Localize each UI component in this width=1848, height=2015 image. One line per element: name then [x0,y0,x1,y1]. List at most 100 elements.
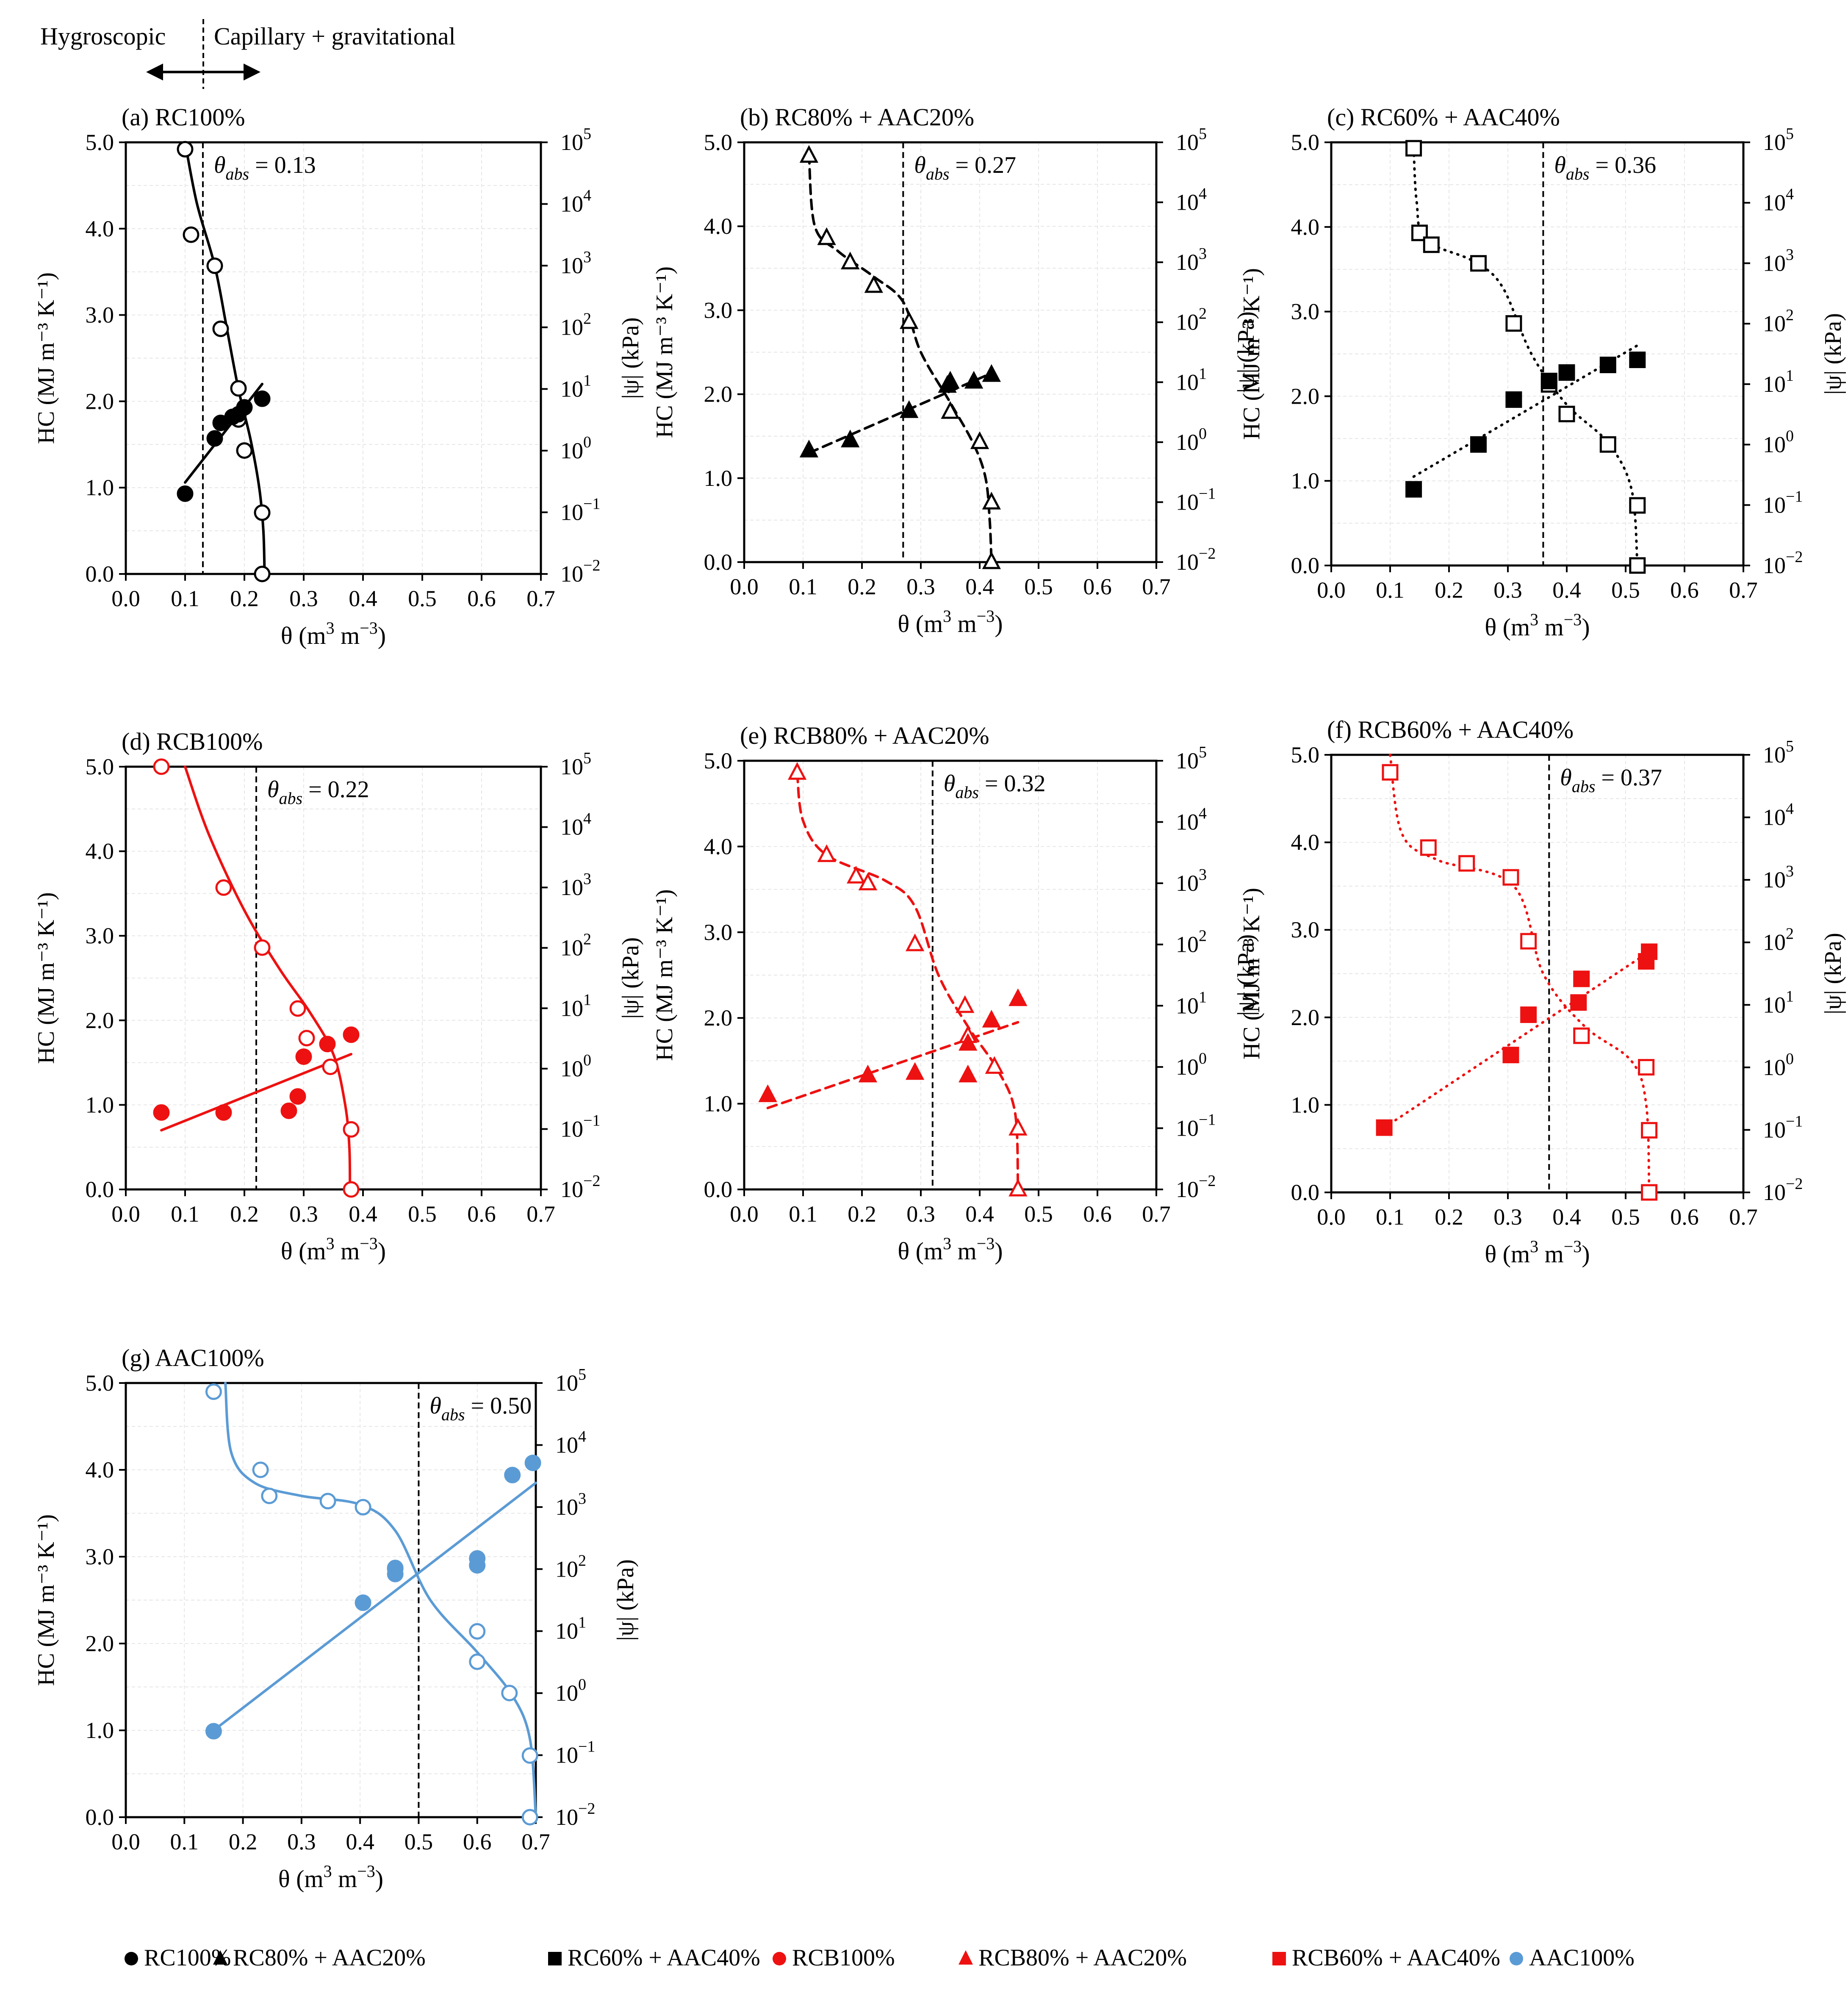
tick-exponent: 2 [1199,927,1207,945]
swrc-point [261,1488,278,1504]
tick-exponent: 3 [583,870,591,888]
swrc-point [177,141,194,158]
plot-frame [125,141,542,575]
x-tick-label: 0.3 [289,1201,318,1227]
x-tick-label: 0.6 [1670,1204,1699,1230]
hygroscopic-label: Hygroscopic [40,22,166,50]
tick-exponent: −1 [1199,485,1216,502]
hc-point [900,400,919,418]
swrc-point [1405,140,1422,157]
y-right-tick-label: 104 [560,810,591,840]
tick-exponent: 5 [1786,125,1794,143]
hc-point [343,1026,360,1043]
tick-exponent: 1 [583,991,591,1009]
y-right-tick-label: 102 [1176,927,1207,957]
theta-abs-sub: abs [226,164,249,183]
y-left-axis-label: HC (MJ m⁻³ K⁻¹) [651,266,678,438]
x-tick-label: 0.2 [848,1201,876,1227]
y-right-tick-label: 104 [560,187,591,217]
hc-point [1540,372,1557,389]
x-axis-label: θ (m3 m−3) [1485,1237,1590,1268]
tick-exponent: 4 [1786,186,1794,203]
y-right-axis-label: |ψ| (kPa) [1820,313,1846,395]
y-right-tick-label: 10−1 [1176,485,1216,515]
y-left-tick-label: 4.0 [704,834,733,859]
y-right-tick-label: 105 [1176,743,1207,773]
y-right-tick-label: 103 [555,1490,586,1520]
y-left-tick-label: 0.0 [1291,1180,1320,1205]
grid [1331,755,1743,1192]
arrow-right-head [244,64,260,80]
hc-point [1405,481,1422,498]
x-tick-label: 0.7 [1729,577,1758,603]
y-right-tick-label: 10−1 [1763,1112,1803,1142]
hc-point [1009,988,1028,1006]
y-right-tick-label: 100 [1176,1050,1207,1080]
x-axis-label-part: m [335,622,360,649]
plot-frame [743,759,1158,1191]
y-left-tick-label: 1.0 [1291,1092,1320,1117]
y-left-tick-label: 2.0 [704,1005,733,1031]
y-right-tick-label: 104 [1763,800,1794,830]
y-right-tick-label: 105 [555,1366,586,1396]
swrc-point [982,491,1001,510]
y-left-tick-label: 0.0 [704,1177,733,1202]
swrc-point [298,1030,315,1047]
swrc-point [787,762,807,780]
legend-label: RCB80% + AAC20% [978,1945,1187,1971]
swrc-point [1558,405,1575,422]
panel-d: 0.0 0.1 0.2 0.3 0.4 0.5 0.6 0.7 0.0 1.0 2.0 3.0 4.0 5… [33,728,644,1265]
tick-exponent: −2 [578,1800,595,1818]
tick-exponent: −1 [583,495,600,513]
panel-c: 0.0 0.1 0.2 0.3 0.4 0.5 0.6 0.7 0.0 1.0 2.0 3.0 4.0 5… [1238,103,1846,641]
hc-fit-line [184,382,263,484]
swrc-point [521,1809,538,1826]
tick-exponent: 5 [1786,737,1794,755]
x-axis-label-close: ) [995,1237,1003,1265]
swrc-curve [807,152,993,563]
tick-exponent: −2 [1786,548,1803,566]
x-tick-label: 0.2 [230,586,259,611]
theta-abs-sub: abs [441,1405,465,1424]
theta-abs-label: θabs = 0.27 [914,152,1016,183]
x-tick-label: 0.0 [111,586,140,611]
x-tick-label: 0.4 [346,1829,374,1854]
theta-abs-sub: abs [1572,777,1596,796]
tick-exponent: 2 [583,310,591,328]
swrc-point [215,879,232,896]
tick-exponent: 5 [583,749,591,767]
y-left-tick-label: 2.0 [86,1631,114,1656]
panel-g: 0.0 0.1 0.2 0.3 0.4 0.5 0.6 0.7 0.0 1.0 2.0 3.0 4.0 5… [33,1344,639,1893]
x-axis-label-part: m [332,1865,357,1893]
swrc-point [254,565,271,582]
x-tick-label: 0.1 [1376,1204,1405,1230]
y-left-tick-label: 4.0 [86,216,114,241]
x-tick-label: 0.2 [1435,1204,1463,1230]
y-right-axis-label: |ψ| (kPa) [618,937,644,1019]
swrc-point [1382,764,1399,781]
swrc-point [1599,436,1616,453]
y-right-tick-label: 104 [555,1427,586,1458]
tick-exponent: 0 [1199,425,1207,443]
x-axis-label: θ (m3 m−3) [898,607,1003,637]
swrc-point [1638,1059,1655,1076]
x-axis-label-part: m [951,1237,977,1265]
tick-exponent: 4 [583,187,591,205]
hc-point [841,430,860,448]
swrc-curve [224,1382,537,1818]
tick-exponent: 5 [1199,125,1207,143]
y-left-tick-label: 2.0 [1291,1005,1320,1030]
y-right-tick-label: 102 [555,1552,586,1582]
y-right-tick-label: 105 [560,749,591,779]
legend-circle-marker [773,1952,786,1965]
swrc-point [1423,236,1440,253]
y-right-tick-label: 10−1 [555,1738,595,1768]
tick-exponent: −2 [1199,545,1216,563]
swrc-point [254,504,271,521]
x-tick-label: 0.1 [170,1829,199,1854]
hc-point [153,1104,170,1121]
tick-exponent: 4 [1786,800,1794,818]
y-left-tick-label: 1.0 [86,475,114,500]
x-tick-label: 0.5 [1024,1201,1053,1227]
swrc-point [817,844,836,862]
